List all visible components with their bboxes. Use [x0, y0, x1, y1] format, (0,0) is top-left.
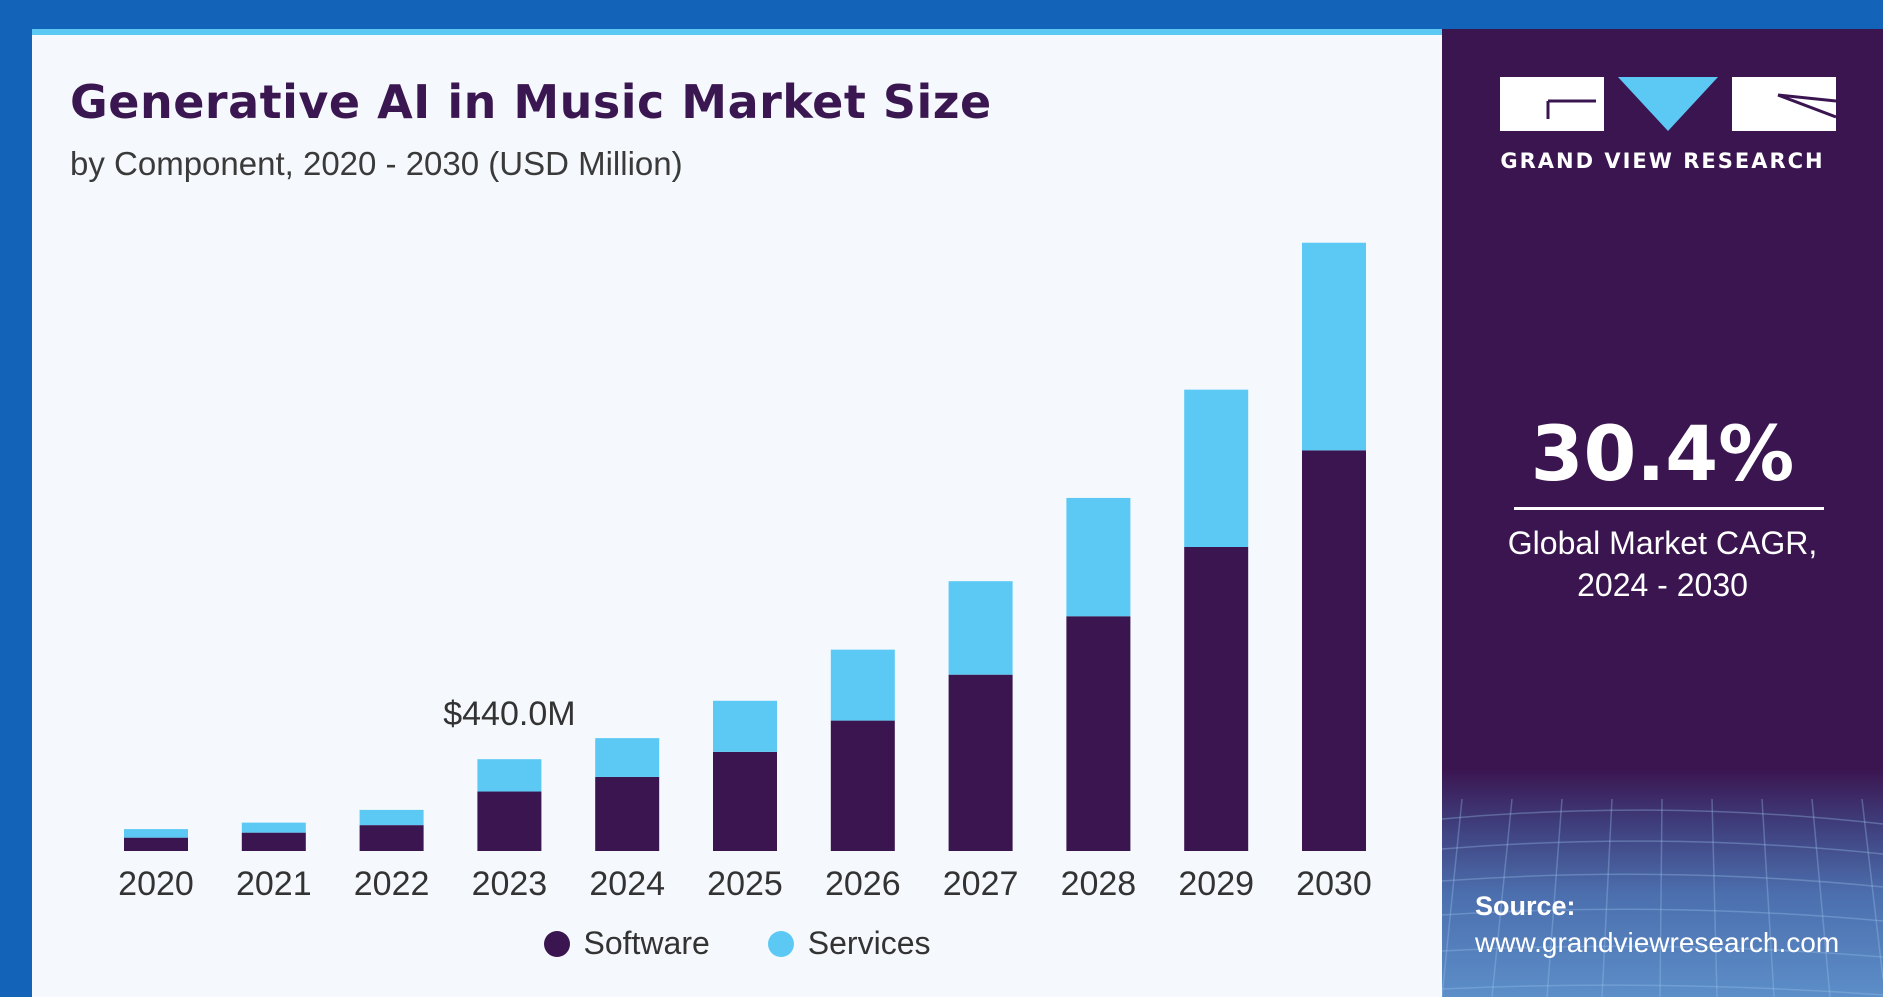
bar-services-2030 — [1302, 242, 1366, 451]
bar-software-2025 — [713, 751, 777, 851]
bar-software-2024 — [595, 776, 660, 851]
stacked-bar-chart: 2020 2021 2022 2023 $440.0M 2024 2025 2026 2027 2… — [118, 242, 1372, 903]
top-accent-line — [32, 29, 1442, 35]
bar-software-2023 — [477, 791, 542, 851]
bar-services-2024 — [595, 738, 660, 777]
bar-services-2025 — [713, 700, 777, 752]
bar-services-2026 — [830, 649, 895, 721]
x-tick-label-2029: 2029 — [1178, 865, 1254, 903]
cagr-divider — [1514, 507, 1824, 510]
chart-frame: Generative AI in Music Market Size by Co… — [32, 29, 1883, 997]
bar-software-2020 — [124, 837, 188, 851]
x-tick-label-2025: 2025 — [707, 865, 783, 903]
bar-services-2023 — [477, 759, 542, 792]
cagr-label-line2: 2024 - 2030 — [1577, 567, 1748, 603]
cagr-label: Global Market CAGR, 2024 - 2030 — [1442, 522, 1883, 606]
data-label-2023: $440.0M — [443, 695, 575, 733]
source-title: Source: — [1475, 891, 1576, 921]
x-tick-label-2020: 2020 — [118, 865, 194, 903]
bar-services-2020 — [124, 829, 188, 838]
source-url: www.grandviewresearch.com — [1475, 927, 1840, 958]
bar-software-2026 — [830, 720, 895, 851]
bar-services-2022 — [359, 809, 424, 826]
x-tick-label-2028: 2028 — [1061, 865, 1137, 903]
bar-software-2027 — [948, 674, 1013, 851]
x-tick-label-2022: 2022 — [354, 865, 430, 903]
legend-swatch-software — [543, 930, 570, 957]
grid-pattern-decoration — [1442, 799, 1883, 997]
legend: Software Services — [32, 925, 1442, 962]
bar-services-2029 — [1184, 389, 1249, 547]
legend-label-software: Software — [583, 925, 710, 961]
legend-item-services: Services — [767, 925, 931, 962]
chart-title: Generative AI in Music Market Size — [70, 75, 992, 129]
x-tick-label-2021: 2021 — [236, 865, 312, 903]
bar-software-2021 — [241, 832, 306, 851]
grand-view-research-logo — [1500, 77, 1836, 131]
brand-name: GRAND VIEW RESEARCH — [1500, 149, 1825, 173]
bar-services-2021 — [241, 822, 306, 833]
side-panel-gradient — [1442, 769, 1883, 997]
cagr-label-line1: Global Market CAGR, — [1507, 525, 1818, 561]
legend-item-software: Software — [543, 925, 710, 962]
bar-software-2030 — [1302, 450, 1366, 851]
x-tick-label-2023: 2023 — [472, 865, 548, 903]
x-tick-label-2024: 2024 — [589, 865, 665, 903]
chart-subtitle: by Component, 2020 - 2030 (USD Million) — [70, 145, 683, 182]
bar-software-2022 — [359, 825, 424, 851]
x-tick-label-2030: 2030 — [1296, 865, 1372, 903]
cagr-value: 30.4% — [1530, 409, 1795, 498]
x-tick-label-2027: 2027 — [943, 865, 1019, 903]
bar-services-2028 — [1066, 497, 1131, 617]
bar-software-2029 — [1184, 546, 1249, 851]
bar-services-2027 — [948, 581, 1013, 675]
bar-software-2028 — [1066, 616, 1131, 851]
legend-label-services: Services — [807, 925, 931, 961]
legend-swatch-services — [767, 930, 794, 957]
side-panel: GRAND VIEW RESEARCH 30.4% Global Market … — [1442, 29, 1883, 997]
chart-panel: Generative AI in Music Market Size by Co… — [32, 35, 1442, 997]
x-tick-label-2026: 2026 — [825, 865, 901, 903]
